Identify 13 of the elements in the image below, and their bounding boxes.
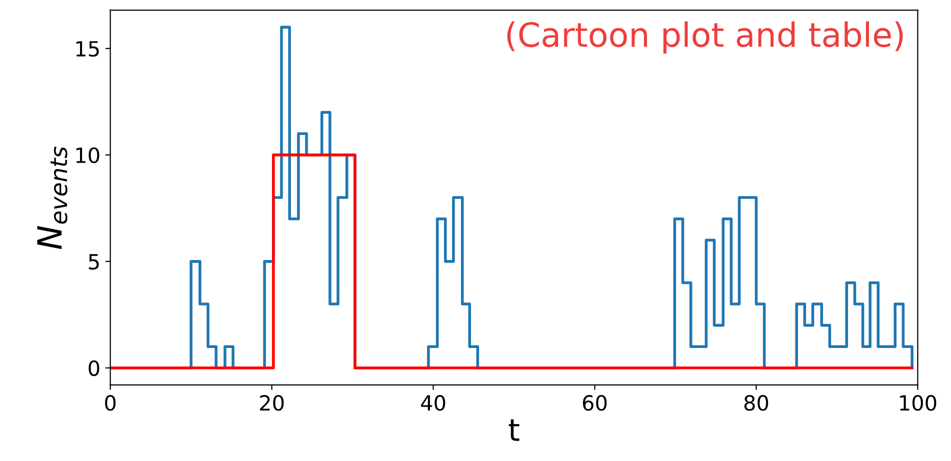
annotation: (Cartoon plot and table) xyxy=(507,21,903,54)
x-tick-label: 100 xyxy=(900,395,936,411)
x-tick-label: 20 xyxy=(260,395,284,411)
y-tick-label: 15 xyxy=(76,41,99,57)
x-tick-label: 80 xyxy=(744,395,768,411)
x-tick-label: 60 xyxy=(582,395,607,411)
y-axis-title: N$_{events}$ xyxy=(37,146,68,250)
y-tick-label: 10 xyxy=(76,147,100,164)
y-tick-label: 5 xyxy=(88,254,99,270)
x-axis-title: t xyxy=(508,419,520,441)
x-tick-label: 0 xyxy=(105,395,116,411)
x-tick-label: 40 xyxy=(421,395,446,411)
y-tick-label: 0 xyxy=(88,360,100,376)
